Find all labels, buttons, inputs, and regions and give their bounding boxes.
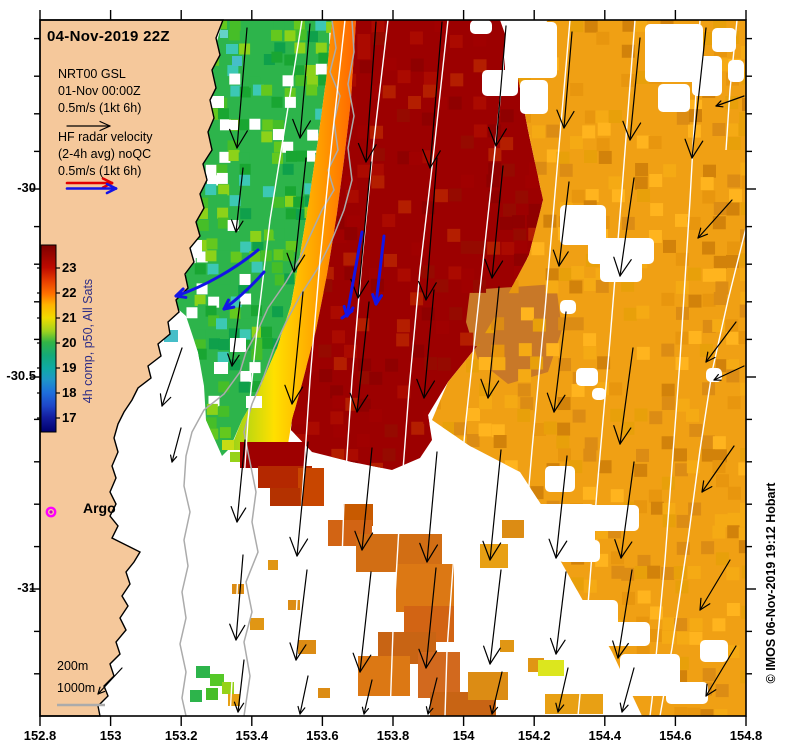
imos-credit: © IMOS 06-Nov-2019 19:12 Hobart: [764, 482, 779, 684]
x-axis-tick-label: 154.6: [659, 728, 692, 743]
x-axis-tick-label: 153: [99, 728, 122, 743]
nrt-legend-line-1: NRT00 GSL: [58, 67, 126, 81]
x-axis-tick-label: 153.2: [164, 728, 198, 743]
depth-contour-1000m-label: 1000m: [57, 681, 96, 695]
colorbar-label: 4h comp, p50, All Sats: [81, 278, 96, 404]
colorbar-tick-label: 23: [62, 260, 77, 275]
x-axis-tick-label: 154.8: [729, 728, 763, 743]
x-axis-tick-label: 154: [452, 728, 475, 743]
colorbar-tick-label: 20: [62, 335, 77, 350]
x-axis-tick-label: 154.4: [588, 728, 622, 743]
map-title: 04-Nov-2019 22Z: [47, 28, 170, 45]
x-axis-tick-label: 152.8: [23, 728, 57, 743]
colorbar-tick-label: 18: [62, 385, 77, 400]
argo-float-label: Argo: [83, 500, 116, 516]
nrt-legend-line-2: 01-Nov 00:00Z: [58, 84, 141, 98]
hf-legend-line-1: HF radar velocity: [58, 130, 153, 144]
depth-contour-200m-label: 200m: [57, 659, 89, 673]
hf-legend-line-3: 0.5m/s (1kt 6h): [58, 164, 142, 178]
colorbar-tick-label: 21: [62, 310, 77, 325]
nrt-legend-line-3: 0.5m/s (1kt 6h): [58, 101, 142, 115]
y-axis-tick-label: -30: [17, 180, 36, 195]
x-axis-tick-label: 153.8: [376, 728, 410, 743]
x-axis-tick-label: 153.6: [306, 728, 339, 743]
x-axis-tick-label: 153.4: [235, 728, 269, 743]
y-axis-tick-label: -30.5: [6, 368, 36, 383]
x-axis-tick-label: 154.2: [517, 728, 551, 743]
hf-legend-line-2: (2-4h avg) noQC: [58, 147, 152, 161]
colorbar-tick-label: 19: [62, 360, 77, 375]
colorbar-tick-label: 17: [62, 410, 77, 425]
colorbar-tick-label: 22: [62, 285, 77, 300]
y-axis-tick-label: -31: [17, 580, 36, 595]
